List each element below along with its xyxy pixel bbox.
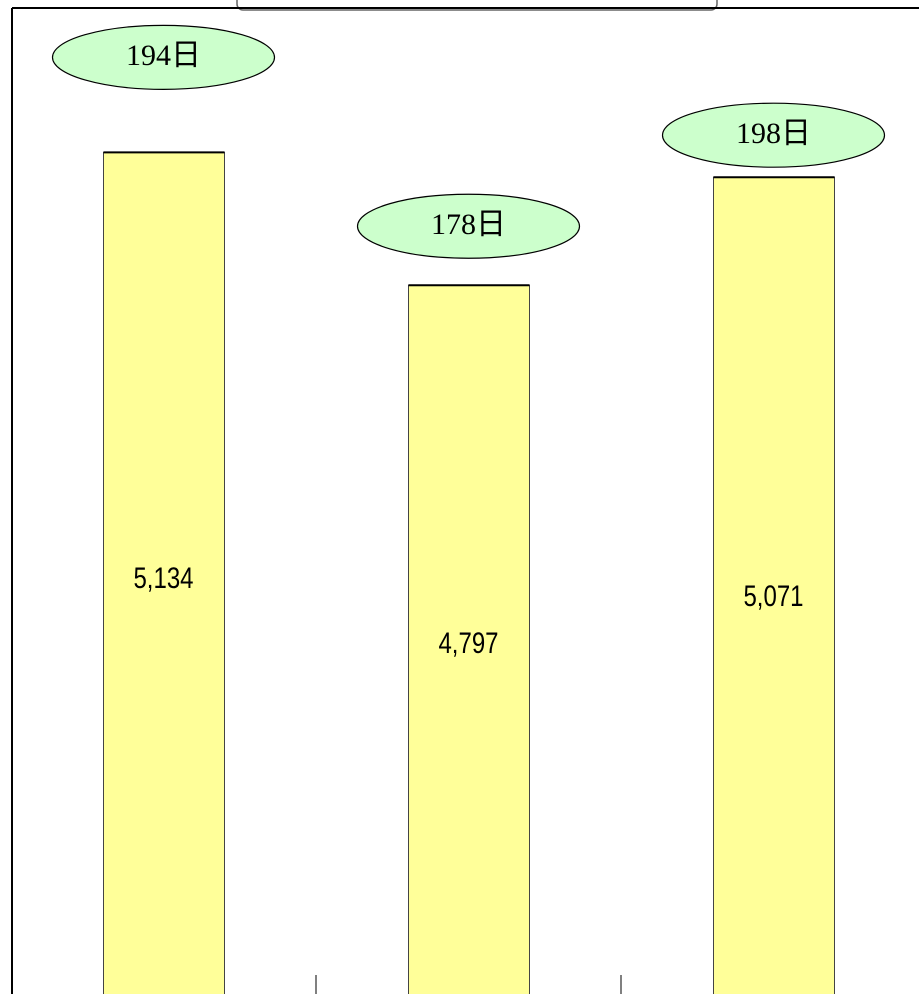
annotation-label: 198日 [736,117,811,150]
value-label: 5,134 [133,560,193,594]
annotation-bubble [356,193,581,259]
value-label: 5,071 [743,578,803,612]
bar [103,151,225,994]
annotation-bubble [51,24,276,90]
bar [713,176,835,994]
value-label: 4,797 [438,625,498,659]
annotation-label: 178日 [431,208,506,241]
annotation-bubble [661,102,886,168]
annotation-label: 194日 [126,39,201,72]
bar [408,284,530,994]
